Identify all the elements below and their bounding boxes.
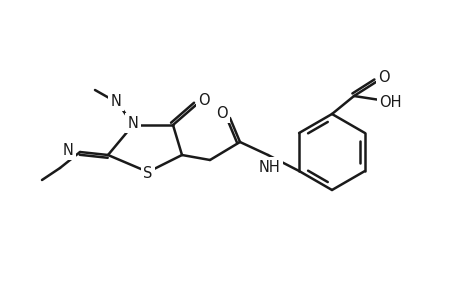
Text: O: O [198,92,209,107]
Text: N: N [110,94,121,109]
Text: S: S [143,166,152,181]
Text: O: O [216,106,227,121]
Text: N: N [127,116,138,130]
Text: O: O [377,70,389,85]
Text: N: N [62,142,73,158]
Text: NH: NH [258,160,280,175]
Text: OH: OH [378,94,400,110]
